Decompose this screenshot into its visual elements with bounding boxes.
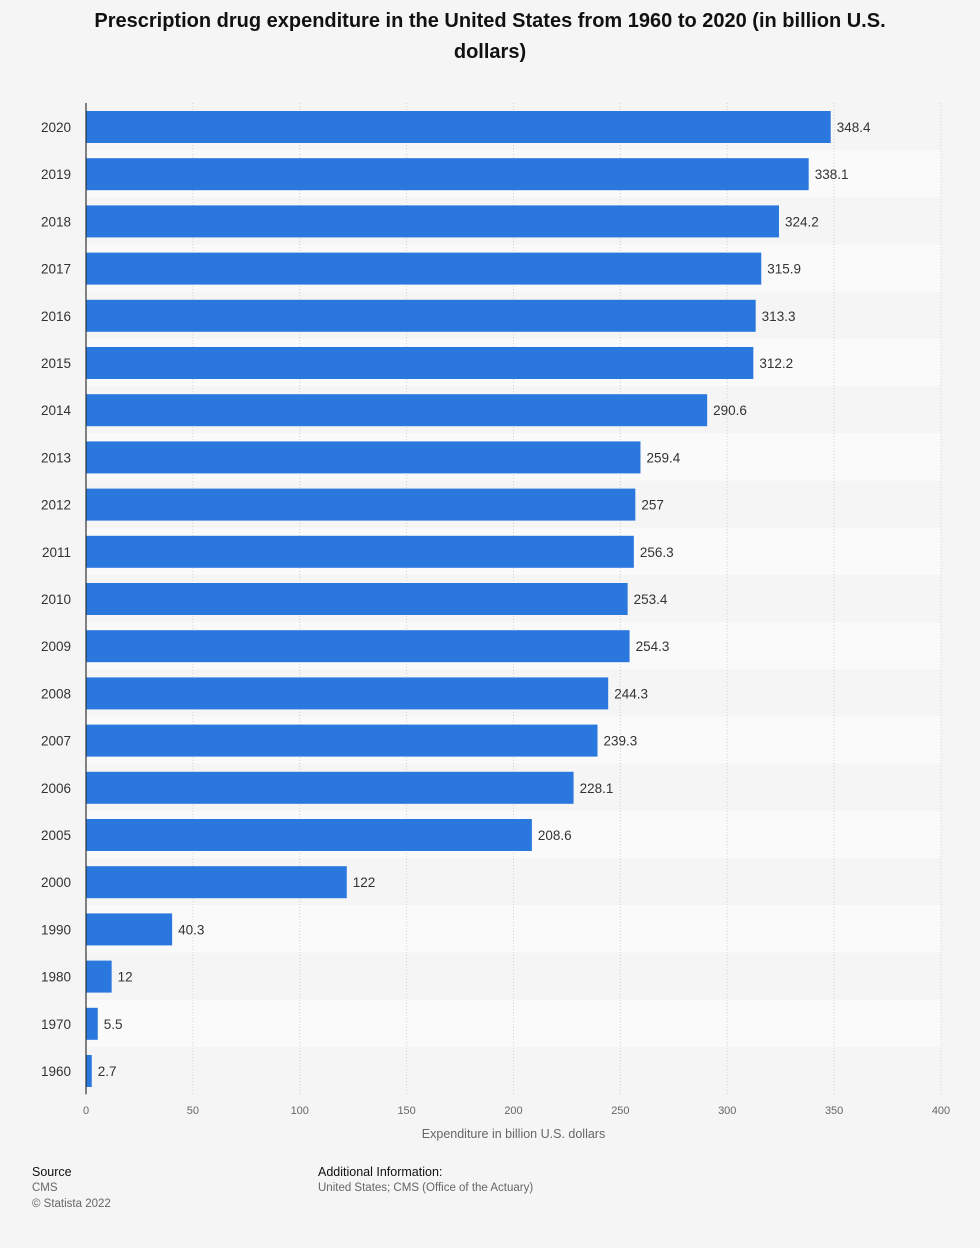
- y-tick-label: 2014: [41, 403, 72, 418]
- bar: [86, 724, 598, 757]
- data-label: 208.6: [538, 828, 572, 843]
- x-tick-label: 50: [187, 1105, 199, 1117]
- chart-title: Prescription drug expenditure in the Uni…: [94, 10, 886, 63]
- data-label: 257: [641, 498, 664, 513]
- y-tick-label: 2015: [41, 356, 71, 371]
- data-label: 239.3: [604, 734, 638, 749]
- additional-info-block: Additional Information: United States; C…: [318, 1164, 533, 1196]
- y-tick-label: 2017: [41, 262, 71, 277]
- source-line-0: CMS: [32, 1182, 58, 1194]
- y-tick-label: 1980: [41, 970, 71, 985]
- data-label: 313.3: [762, 309, 796, 324]
- data-label: 12: [118, 970, 133, 985]
- data-label: 244.3: [614, 686, 648, 701]
- y-tick-label: 2009: [41, 639, 71, 654]
- source-title: Source: [32, 1165, 72, 1179]
- bar: [86, 535, 634, 568]
- bar: [86, 960, 112, 993]
- y-tick-label: 2013: [41, 450, 71, 465]
- data-label: 2.7: [98, 1064, 117, 1079]
- bar-chart: 348.4 2020 338.1 2019 324.2 2018 315.9 2017 313.…: [41, 103, 950, 1141]
- data-label: 5.5: [104, 1017, 123, 1032]
- data-label: 312.2: [759, 356, 793, 371]
- bar: [86, 252, 762, 285]
- bar: [86, 299, 756, 332]
- x-tick-label: 200: [504, 1105, 522, 1117]
- y-tick-label: 2005: [41, 828, 71, 843]
- y-tick-label: 2011: [42, 545, 71, 560]
- y-tick-label: 2020: [41, 120, 71, 135]
- x-tick-label: 250: [611, 1105, 629, 1117]
- data-label: 228.1: [580, 781, 614, 796]
- bar: [86, 347, 754, 379]
- bar: [86, 488, 636, 521]
- y-tick-label: 2006: [41, 781, 71, 796]
- x-tick-label: 400: [932, 1105, 950, 1117]
- bar: [86, 1007, 98, 1040]
- y-tick-label: 2012: [41, 498, 71, 513]
- bar: [86, 913, 173, 946]
- bar: [86, 158, 809, 191]
- x-tick-label: 0: [83, 1105, 89, 1117]
- data-label: 40.3: [178, 922, 204, 937]
- bar: [86, 819, 532, 851]
- source-line-1: © Statista 2022: [32, 1198, 111, 1210]
- y-tick-label: 2007: [41, 734, 71, 749]
- y-tick-label: 2010: [41, 592, 71, 607]
- data-label: 256.3: [640, 545, 674, 560]
- x-axis-title: Expenditure in billion U.S. dollars: [422, 1127, 605, 1141]
- y-tick-label: 2018: [41, 214, 71, 229]
- data-label: 253.4: [634, 592, 668, 607]
- data-label: 315.9: [767, 262, 801, 277]
- bar: [86, 111, 831, 143]
- bar: [86, 866, 347, 899]
- additional-info-title: Additional Information:: [318, 1165, 443, 1179]
- bar: [86, 441, 641, 474]
- y-tick-label: 2016: [41, 309, 71, 324]
- bar: [86, 583, 628, 615]
- x-tick-label: 350: [825, 1105, 843, 1117]
- bar: [86, 1055, 92, 1087]
- data-label: 290.6: [713, 403, 747, 418]
- y-tick-label: 1990: [41, 922, 71, 937]
- y-tick-label: 2008: [41, 686, 71, 701]
- bar: [86, 630, 630, 663]
- x-tick-label: 100: [291, 1105, 309, 1117]
- data-label: 122: [353, 875, 376, 890]
- bar: [86, 677, 609, 710]
- bar: [86, 394, 708, 427]
- data-label: 348.4: [837, 120, 871, 135]
- y-tick-label: 1970: [41, 1017, 71, 1032]
- data-label: 338.1: [815, 167, 849, 182]
- data-label: 324.2: [785, 214, 819, 229]
- y-tick-label: 2000: [41, 875, 71, 890]
- source-block: Source CMS © Statista 2022: [32, 1164, 111, 1212]
- bar: [86, 205, 779, 238]
- data-label: 254.3: [636, 639, 670, 654]
- y-tick-label: 1960: [41, 1064, 71, 1079]
- additional-info-text: United States; CMS (Office of the Actuar…: [318, 1182, 534, 1194]
- x-tick-label: 300: [718, 1105, 736, 1117]
- x-tick-label: 150: [397, 1105, 415, 1117]
- y-tick-label: 2019: [41, 167, 71, 182]
- data-label: 259.4: [646, 450, 680, 465]
- bar: [86, 771, 574, 804]
